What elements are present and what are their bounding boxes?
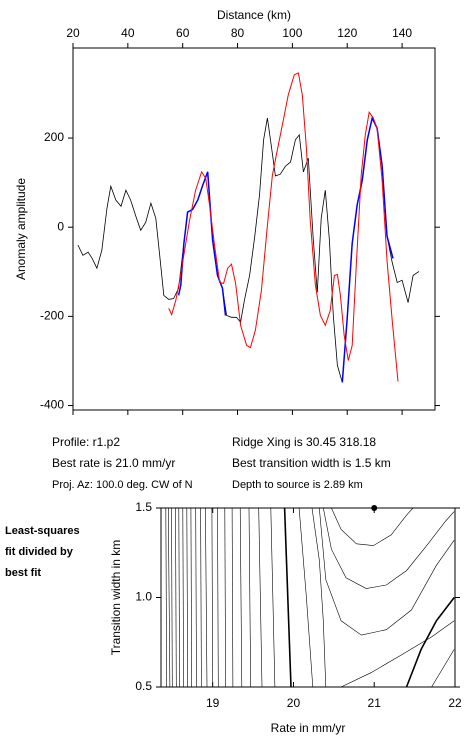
contour-line xyxy=(195,507,197,688)
y-tick-label: 200 xyxy=(44,130,64,144)
x-tick-label: 22 xyxy=(448,696,462,710)
contour-line xyxy=(405,597,455,688)
data-line xyxy=(168,72,399,382)
info-text: Ridge Xing is 30.45 318.18 xyxy=(232,435,376,449)
contour-line xyxy=(323,507,455,589)
x-tick-label: 20 xyxy=(66,26,80,40)
y-tick-label: 1.5 xyxy=(135,500,152,514)
contour-line xyxy=(168,507,171,688)
x-tick-label: 21 xyxy=(368,696,382,710)
note-text: fit divided by xyxy=(5,546,74,558)
contour-line xyxy=(283,507,292,688)
contour-line xyxy=(239,507,243,688)
x-tick-label: 80 xyxy=(231,26,245,40)
x-tick-label: 60 xyxy=(176,26,190,40)
x-tick-label: 100 xyxy=(282,26,302,40)
x-tick-label: 19 xyxy=(206,696,220,710)
info-text: Proj. Az: 100.0 deg. CW of N xyxy=(52,479,193,491)
y-axis-label: Anomaly amplitude xyxy=(14,178,28,280)
note-text: best fit xyxy=(5,567,41,579)
contour-line xyxy=(190,507,192,688)
contour-line xyxy=(182,507,184,688)
contour-line xyxy=(431,649,455,688)
contour-line xyxy=(224,507,226,688)
data-line xyxy=(77,116,420,383)
info-text: Best rate is 21.0 mm/yr xyxy=(52,456,175,470)
contour-line xyxy=(178,507,180,688)
y-tick-label: 1.0 xyxy=(135,590,152,604)
y-axis-label: Transition width in km xyxy=(109,540,123,656)
contour-line xyxy=(175,507,177,688)
x-tick-label: 120 xyxy=(337,26,357,40)
plot-frame xyxy=(72,47,436,411)
contour-line xyxy=(217,507,219,688)
contour-line xyxy=(205,507,208,688)
info-text: Depth to source is 2.89 km xyxy=(232,479,363,491)
y-tick-label: 0 xyxy=(57,219,64,233)
plot-frame xyxy=(160,507,456,688)
note-text: Least-squares xyxy=(5,525,80,537)
x-axis-label: Rate in mm/yr xyxy=(271,721,346,735)
data-line xyxy=(177,171,227,316)
y-tick-label: -400 xyxy=(40,398,64,412)
y-tick-label: -200 xyxy=(40,309,64,323)
x-axis-label: Distance (km) xyxy=(217,8,291,22)
contour-line xyxy=(231,507,234,688)
contour-line xyxy=(165,507,167,688)
contour-line xyxy=(211,507,213,688)
contour-line xyxy=(171,507,173,688)
contour-line xyxy=(311,507,327,688)
y-tick-label: 0.5 xyxy=(135,679,152,693)
contour-line xyxy=(258,507,263,688)
contour-line xyxy=(340,620,455,688)
x-tick-label: 40 xyxy=(121,26,135,40)
x-tick-label: 140 xyxy=(392,26,412,40)
info-text: Best transition width is 1.5 km xyxy=(232,456,391,470)
contour-line xyxy=(319,507,455,636)
data-line xyxy=(341,115,394,383)
x-tick-label: 20 xyxy=(287,696,301,710)
contour-line xyxy=(248,507,251,688)
contour-line xyxy=(270,507,276,688)
contour-line xyxy=(200,507,202,688)
contour-line xyxy=(186,507,188,688)
contour-line xyxy=(298,507,314,688)
contour-line xyxy=(331,507,414,546)
best-fit-point xyxy=(371,505,378,511)
info-text: Profile: r1.p2 xyxy=(52,435,120,449)
